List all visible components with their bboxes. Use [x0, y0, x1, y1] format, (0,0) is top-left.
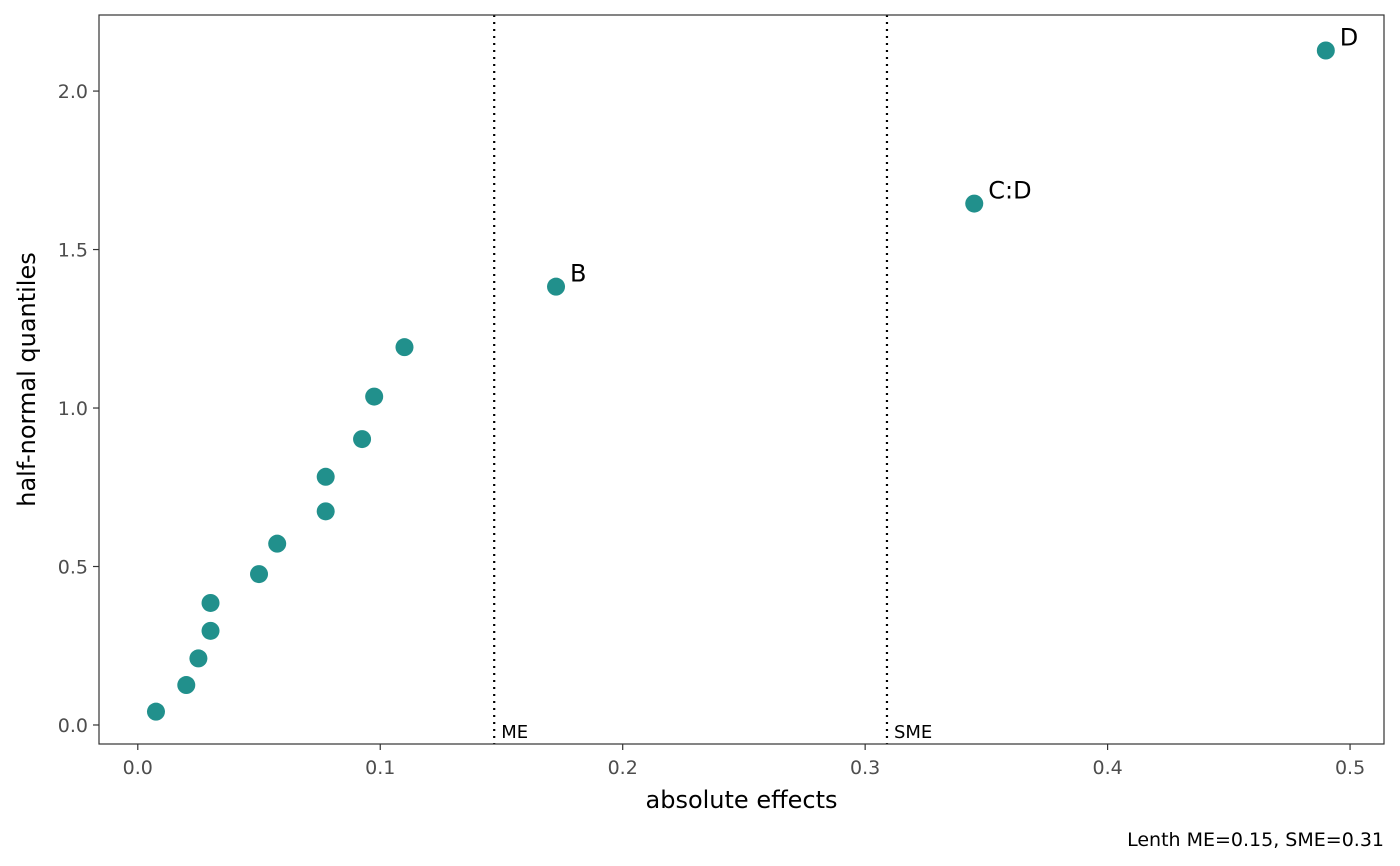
data-point	[365, 387, 384, 406]
data-point	[250, 565, 269, 584]
x-tick-label: 0.0	[123, 757, 153, 779]
data-point	[353, 430, 372, 449]
data-point	[268, 534, 287, 553]
reference-line-label: ME	[501, 722, 528, 743]
y-tick-label: 1.5	[58, 240, 88, 262]
data-points	[146, 41, 1335, 721]
y-tick-label: 0.0	[58, 715, 88, 737]
data-point	[395, 338, 414, 357]
data-point	[146, 702, 165, 721]
data-point	[316, 467, 335, 486]
data-point	[1316, 41, 1335, 60]
data-point	[201, 621, 220, 640]
y-axis-title: half-normal quantiles	[13, 252, 41, 506]
x-tick-label: 0.2	[608, 757, 638, 779]
data-point	[316, 502, 335, 521]
x-tick-label: 0.1	[365, 757, 395, 779]
reference-lines: ME SME	[493, 15, 932, 744]
plot-panel-border	[98, 14, 1385, 745]
y-axis: 0.0 0.5 1.0 1.5 2.0	[58, 81, 99, 737]
y-tick-label: 2.0	[58, 81, 88, 103]
data-point	[177, 676, 196, 695]
point-label: B	[570, 260, 586, 288]
y-tick-label: 0.5	[58, 557, 88, 579]
x-axis: 0.0 0.1 0.2 0.3 0.4 0.5	[123, 744, 1365, 779]
point-label: C:D	[988, 177, 1031, 205]
point-labels: B C:D D	[570, 23, 1358, 287]
x-tick-label: 0.3	[850, 757, 880, 779]
data-point	[189, 649, 208, 668]
data-point	[547, 277, 566, 296]
x-axis-title: absolute effects	[646, 786, 838, 814]
chart-caption: Lenth ME=0.15, SME=0.31	[1127, 829, 1384, 851]
data-point	[965, 194, 984, 213]
x-tick-label: 0.5	[1335, 757, 1365, 779]
x-tick-label: 0.4	[1092, 757, 1122, 779]
reference-line-label: SME	[894, 722, 932, 743]
y-tick-label: 1.0	[58, 398, 88, 420]
data-point	[201, 593, 220, 612]
point-label: D	[1340, 23, 1358, 51]
